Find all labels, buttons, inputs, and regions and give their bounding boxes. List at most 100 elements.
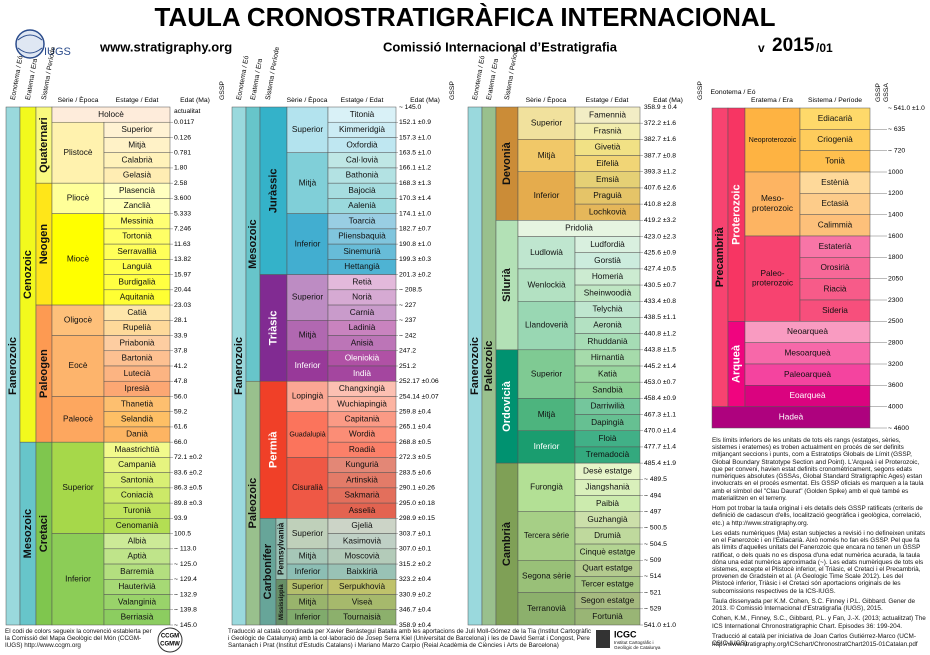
unit-label: Guadalupià — [289, 430, 325, 438]
unit-erathems — [744, 235, 801, 322]
age-label: ~ 541.0 ±1.0 — [888, 105, 925, 112]
stage-label: Guzhangià — [587, 514, 628, 524]
stage-label: Cenomanià — [116, 520, 159, 530]
unit-label: Carbonífer — [262, 543, 274, 599]
column-header: Edat (Ma) — [653, 97, 683, 104]
unit-series — [286, 106, 329, 153]
stage-label: Ludfordià — [590, 239, 625, 249]
stage-label: Moscovià — [344, 551, 379, 561]
unit-label: Fanerozoic — [233, 337, 245, 395]
unit-erathems — [744, 107, 801, 173]
stage-label: Oleniokià — [345, 353, 380, 363]
stage-label: Bartonià — [122, 353, 153, 363]
unit-systems — [259, 380, 288, 519]
stage-label: Capitanià — [344, 414, 379, 424]
chart-url: http://www.stratigraphy.org/ICSchart/Chr… — [712, 641, 918, 648]
note-paragraph: Els límits inferiors de les unitats de t… — [712, 437, 924, 502]
stage-label: Artinskià — [346, 474, 378, 484]
column-header: GSSP — [449, 81, 456, 100]
stage-label: Calabrià — [122, 155, 153, 165]
unit-label: Neogen — [38, 224, 50, 265]
stage-label: Praguià — [593, 190, 622, 200]
unit-label: Inferior — [295, 612, 321, 622]
unit-label: Plistocè — [63, 147, 92, 157]
stage-label: Lochkovià — [589, 206, 627, 216]
stage-label: Ectasià — [821, 198, 849, 208]
age-label: 3200 — [888, 361, 903, 368]
unit-label: Mitjà — [299, 551, 317, 561]
color-code-note: El codi de colors segueix la convenció e… — [5, 628, 152, 650]
age-label: ~ 132.9 — [174, 591, 197, 598]
age-label: ~ 494 — [644, 492, 661, 499]
age-label: 438.5 ±1.1 — [644, 314, 676, 321]
age-label: 166.1 ±1.2 — [399, 165, 431, 172]
column-header: Eonotema / Eó — [711, 89, 756, 96]
unit-label: Llandoverià — [525, 320, 568, 330]
column-header: GSSP — [875, 83, 882, 102]
note-paragraph: Taula dissenyada per K.M. Cohen, S.C. Fi… — [712, 597, 916, 613]
column-header: Eonotema / Eó — [10, 55, 25, 101]
column-header: Sèrie / Època — [287, 95, 328, 104]
stage-label: Santonià — [121, 474, 154, 484]
age-label: 11.63 — [174, 241, 191, 248]
age-label: 470.0 ±1.4 — [644, 428, 676, 435]
stage-label: Campanià — [118, 459, 156, 469]
unit-label: Mesozoic — [247, 219, 259, 269]
age-label: ~ 635 — [888, 126, 905, 133]
unit-label: Wenlockià — [527, 279, 566, 289]
age-label: ~ 145.0 — [174, 622, 197, 629]
age-label: 1400 — [888, 211, 903, 218]
stage-label: Estaterià — [819, 241, 852, 251]
age-label: ~ 113.0 — [174, 546, 197, 553]
age-label: 2.58 — [174, 180, 187, 187]
age-label: 190.8 ±1.0 — [399, 241, 431, 248]
stage-label: Anisià — [351, 337, 374, 347]
unit-label: Pennsylvanià — [277, 522, 286, 575]
stage-label: Katià — [598, 368, 617, 378]
age-label: 382.7 ±1.6 — [644, 136, 676, 143]
stage-label: Plasencià — [119, 185, 155, 195]
stage-label: Telychià — [593, 304, 623, 314]
unit-series — [51, 213, 105, 306]
note-paragraph: Hom pot trobar la taula original i els d… — [712, 505, 923, 527]
unit-label: Mitjà — [538, 150, 556, 160]
age-label: 358.9 ± 0.4 — [644, 104, 677, 111]
age-label: 56.0 — [174, 393, 187, 400]
age-label: 152.1 ±0.9 — [399, 119, 431, 126]
stage-label: Jiangshanià — [585, 482, 630, 492]
age-label: 0.0117 — [174, 119, 195, 126]
unit-label: Inferior — [534, 190, 560, 200]
unit-series — [517, 430, 576, 464]
unit-series — [517, 139, 576, 172]
logo-text: CCGM — [161, 634, 179, 640]
stage-label: Zanclià — [124, 200, 151, 210]
logo-text: ICGC — [614, 629, 637, 639]
age-label: 346.7 ±0.4 — [399, 607, 431, 614]
icgc-logo: ICGC — [596, 629, 637, 648]
age-label: 170.3 ±1.4 — [399, 195, 431, 202]
unit-label: Superior — [62, 482, 94, 492]
commission: Comissió Internacional d’Estratigrafia — [383, 39, 618, 54]
age-label: 541.0 ±1.0 — [644, 622, 676, 629]
age-label: ~ 489.5 — [644, 476, 667, 483]
stage-label: Coniacià — [121, 490, 154, 500]
age-label: actualitat — [174, 108, 201, 115]
stage-label: Quart estatge — [582, 563, 633, 573]
unit-label: Superior — [292, 581, 324, 591]
note-paragraph: Cohen, K.M., Finney, S.C., Gibbard, P.L.… — [712, 615, 926, 630]
unit-label: Cretaci — [38, 515, 50, 552]
stage-label: Superior — [121, 124, 153, 134]
age-label: ~ 521 — [644, 589, 661, 596]
stage-label: Wuchiapingià — [337, 398, 387, 408]
age-label: ~ 4600 — [888, 425, 909, 432]
unit-label: Mesozoic — [22, 509, 34, 559]
stage-label: Norià — [352, 292, 372, 302]
age-label: 427.4 ±0.5 — [644, 266, 676, 273]
unit-series — [517, 268, 576, 302]
unit-label: Ludlowià — [530, 247, 563, 257]
stage-label: Estènià — [821, 177, 849, 187]
age-label: ~ 237 — [399, 317, 416, 324]
age-label: ~ 125.0 — [174, 561, 197, 568]
stage-label: Holocè — [98, 109, 124, 119]
